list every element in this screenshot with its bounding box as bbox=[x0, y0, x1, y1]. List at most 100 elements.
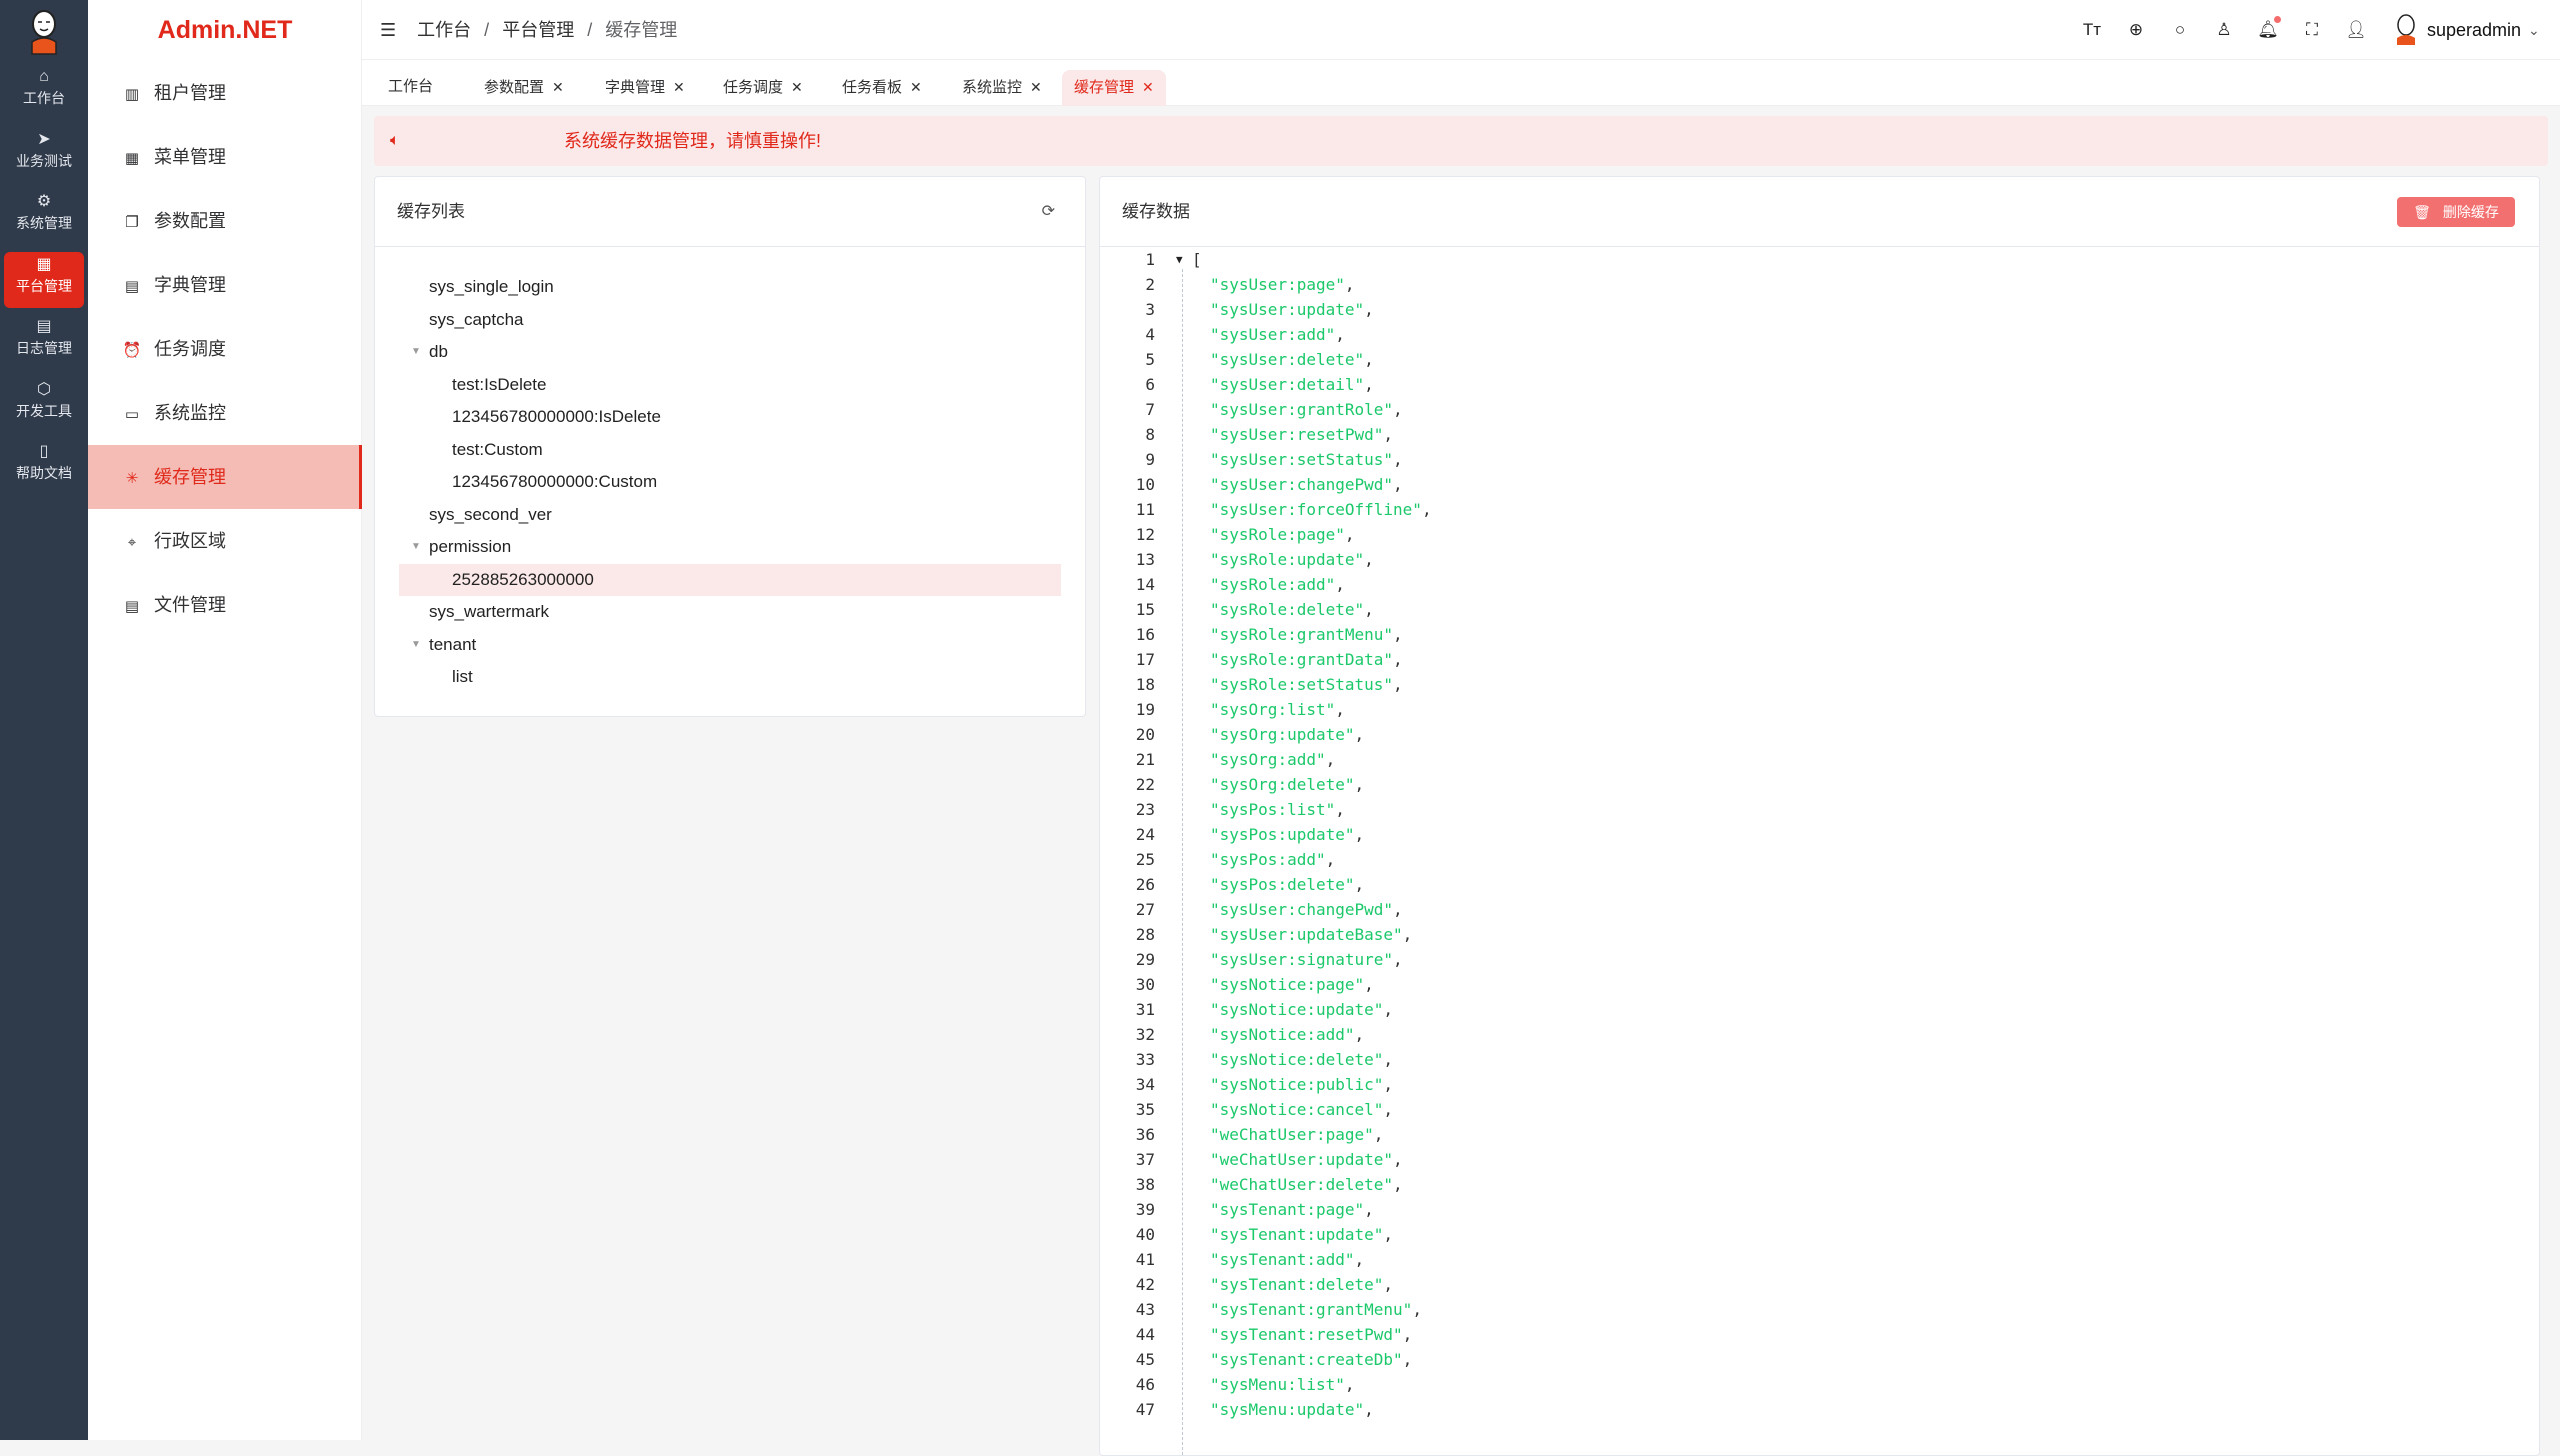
submenu-item[interactable]: ✳ 缓存管理 bbox=[88, 445, 362, 509]
user-avatar[interactable] bbox=[2392, 14, 2420, 46]
refresh-icon[interactable]: ⟳ bbox=[1041, 203, 1055, 220]
rail-item[interactable]: ⬡ 开发工具 bbox=[4, 377, 84, 433]
user-icon[interactable]: 👤︎ bbox=[2345, 20, 2367, 39]
tab[interactable]: 缓存管理 ✕ bbox=[1062, 70, 1166, 106]
comma: , bbox=[1383, 1225, 1394, 1244]
tree-node[interactable]: list bbox=[399, 661, 1061, 693]
tab[interactable]: 参数配置 ✕ bbox=[472, 70, 576, 106]
json-value: sysUser:updateBase bbox=[1219, 925, 1394, 944]
cache-list-card: 缓存列表 ⟳ sys_single_login sys_captcha ▼ db tes… bbox=[374, 176, 1086, 717]
caret-down-icon[interactable]: ▼ bbox=[411, 638, 421, 650]
comma: , bbox=[1402, 925, 1413, 944]
tree-node[interactable]: ▼ permission bbox=[399, 531, 1061, 563]
json-value: sysUser:setStatus bbox=[1219, 450, 1384, 469]
search-icon[interactable]: ○ bbox=[2174, 20, 2186, 39]
submenu-item-label: 参数配置 bbox=[154, 211, 226, 231]
json-string: "sysUser:page", bbox=[1210, 275, 1355, 294]
rail-item[interactable]: ⚙ 系统管理 bbox=[4, 189, 84, 245]
font-size-icon[interactable]: Tт bbox=[2082, 20, 2102, 39]
tab[interactable]: 任务调度 ✕ bbox=[711, 70, 815, 106]
line-number: 39 bbox=[1135, 1200, 1155, 1219]
tab[interactable]: 工作台 bbox=[376, 70, 445, 106]
rail-item[interactable]: ➤ 业务测试 bbox=[4, 127, 84, 183]
comma: , bbox=[1383, 1050, 1394, 1069]
tree-node[interactable]: sys_second_ver bbox=[399, 499, 1061, 531]
line-number: 32 bbox=[1135, 1025, 1155, 1044]
tree-node[interactable]: sys_wartermark bbox=[399, 596, 1061, 628]
tree-node[interactable]: 123456780000000:IsDelete bbox=[399, 401, 1061, 433]
close-icon[interactable]: ✕ bbox=[910, 79, 922, 95]
comma: , bbox=[1344, 275, 1355, 294]
tree-node[interactable]: sys_captcha bbox=[399, 304, 1061, 336]
comma: , bbox=[1364, 375, 1374, 394]
fullscreen-icon[interactable]: ⛶ bbox=[2306, 20, 2318, 39]
tree-node[interactable]: ▼ db bbox=[399, 336, 1061, 368]
comma: , bbox=[1383, 1075, 1394, 1094]
close-icon[interactable]: ✕ bbox=[1030, 79, 1042, 95]
fold-toggle-icon[interactable]: ▼ bbox=[1176, 253, 1183, 266]
breadcrumb-item[interactable]: 平台管理 bbox=[502, 20, 575, 40]
tree-node[interactable]: ▼ tenant bbox=[399, 629, 1061, 661]
tree-node[interactable]: test:Custom bbox=[399, 434, 1061, 466]
tree-node[interactable]: test:IsDelete bbox=[399, 369, 1061, 401]
tree-node-label: list bbox=[452, 667, 473, 686]
username[interactable]: superadmin bbox=[2427, 20, 2522, 40]
delete-cache-button[interactable]: 🗑︎ 删除缓存 bbox=[2397, 197, 2515, 227]
menu-collapse-icon[interactable]: ☰ bbox=[380, 20, 397, 40]
line-number: 31 bbox=[1135, 1000, 1155, 1019]
submenu-item[interactable]: ❐ 参数配置 bbox=[88, 189, 362, 253]
submenu-item[interactable]: ⏰ 任务调度 bbox=[88, 317, 362, 381]
comma: , bbox=[1364, 350, 1374, 369]
bell-icon[interactable]: 🔔︎ bbox=[2257, 20, 2279, 39]
line-number: 36 bbox=[1135, 1125, 1155, 1144]
tree-node[interactable]: 123456780000000:Custom bbox=[399, 466, 1061, 498]
language-icon[interactable]: ⊕ bbox=[2128, 20, 2144, 39]
comma: , bbox=[1335, 575, 1345, 594]
close-icon[interactable]: ✕ bbox=[1142, 79, 1154, 95]
line-number: 9 bbox=[1145, 450, 1155, 469]
breadcrumb-item[interactable]: 工作台 bbox=[417, 20, 472, 40]
line-number: 5 bbox=[1145, 350, 1155, 369]
caret-down-icon[interactable]: ▼ bbox=[411, 541, 421, 552]
submenu-item[interactable]: ⌖ 行政区域 bbox=[88, 509, 362, 573]
json-value: sysOrg:add bbox=[1219, 750, 1316, 769]
chevron-down-icon[interactable]: ⌄ bbox=[2528, 22, 2540, 38]
close-icon[interactable]: ✕ bbox=[552, 79, 564, 95]
submenu-item[interactable]: ▤ 字典管理 bbox=[88, 253, 362, 317]
comma: , bbox=[1354, 775, 1365, 794]
tree-node[interactable]: 252885263000000 bbox=[399, 563, 1061, 596]
tab-label: 任务调度 bbox=[723, 79, 784, 96]
json-value: sysRole:add bbox=[1219, 575, 1326, 594]
rail-item[interactable]: ⌂ 工作台 bbox=[4, 64, 84, 120]
close-icon[interactable]: ✕ bbox=[673, 79, 685, 95]
tree-node[interactable]: sys_single_login bbox=[399, 271, 1061, 303]
tab-label: 字典管理 bbox=[605, 79, 666, 96]
close-icon[interactable]: ✕ bbox=[791, 79, 803, 95]
tree-node-label: 123456780000000:IsDelete bbox=[452, 407, 661, 426]
json-string: "sysUser:detail", bbox=[1210, 375, 1374, 394]
comma: , bbox=[1364, 600, 1374, 619]
json-value: sysPos:delete bbox=[1219, 875, 1345, 894]
rail-item[interactable]: ▯ 帮助文档 bbox=[4, 439, 84, 495]
line-number: 12 bbox=[1135, 525, 1155, 544]
json-value: sysUser:detail bbox=[1219, 375, 1355, 394]
json-string: "sysPos:list", bbox=[1210, 800, 1345, 819]
rail-item[interactable]: ▦ 平台管理 bbox=[4, 251, 84, 308]
line-number: 34 bbox=[1135, 1075, 1155, 1094]
caret-down-icon[interactable]: ▼ bbox=[411, 346, 421, 357]
rail-item[interactable]: ▤ 日志管理 bbox=[4, 314, 84, 370]
submenu-item[interactable]: ▤ 文件管理 bbox=[88, 573, 362, 637]
submenu-item[interactable]: ▦ 菜单管理 bbox=[88, 125, 362, 189]
tab[interactable]: 字典管理 ✕ bbox=[593, 70, 697, 106]
json-value: sysTenant:add bbox=[1219, 1250, 1345, 1269]
tab[interactable]: 系统监控 ✕ bbox=[950, 70, 1054, 106]
grid-icon: ▦ bbox=[36, 255, 52, 273]
submenu-item[interactable]: ▥ 租户管理 bbox=[88, 61, 362, 125]
monitor-icon: ▭ bbox=[124, 406, 140, 423]
theme-shirt-icon[interactable]: ♙ bbox=[2216, 20, 2232, 39]
submenu-item[interactable]: ▭ 系统监控 bbox=[88, 381, 362, 445]
tab[interactable]: 任务看板 ✕ bbox=[830, 70, 934, 106]
json-value: sysUser:changePwd bbox=[1219, 475, 1384, 494]
json-string: "sysTenant:page", bbox=[1210, 1200, 1374, 1219]
comma: , bbox=[1364, 1200, 1374, 1219]
